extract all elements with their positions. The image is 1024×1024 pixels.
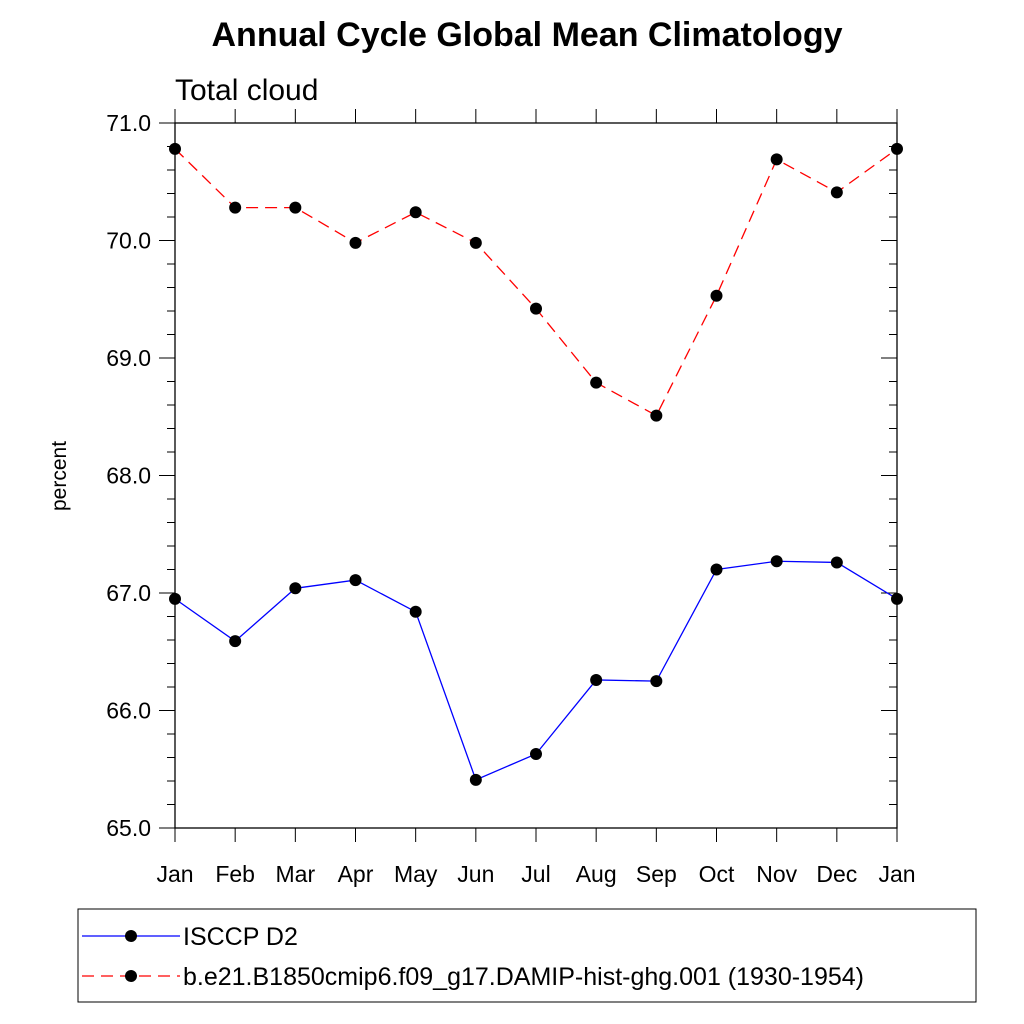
series-1-point: [289, 582, 302, 595]
series-layer: [169, 142, 903, 786]
legend-box: [77, 908, 977, 1003]
series-1-point: [530, 747, 542, 760]
legend-label-2: b.e21.B1850cmip6.f09_g17.DAMIP-hist-ghg.…: [183, 963, 864, 991]
x-tick-label: Aug: [576, 861, 617, 887]
x-axis-ticks: Jan Feb Mar Apr May Jun Jul Aug Sep Oct Nov Dec Jan: [156, 109, 916, 887]
series-2-point: [530, 302, 542, 315]
x-tick-label: Jan: [878, 861, 915, 887]
y-tick-label: 67.0: [106, 580, 151, 606]
series-2-point: [229, 201, 242, 214]
series-line-2: [174, 148, 898, 417]
series-1-point: [710, 563, 723, 576]
series-line-1: [174, 560, 898, 781]
x-tick-label: Dec: [816, 861, 857, 887]
series-2-point: [169, 142, 181, 155]
x-tick-label: Sep: [636, 861, 677, 887]
y-axis-ticks: 65.0 66.0 67.0 68.0 69.0 70.0 71.0: [106, 110, 897, 841]
x-tick-label: Jan: [156, 861, 193, 887]
series-1-point: [830, 556, 843, 569]
series-1-point: [891, 592, 903, 605]
x-tick-label: May: [394, 861, 438, 887]
legend-marker-2: [125, 970, 137, 982]
legend: ISCCP D2 b.e21.B1850cmip6.f09_g17.DAMIP-h…: [82, 923, 864, 991]
y-tick-label: 70.0: [106, 228, 151, 254]
series-2-point: [349, 236, 362, 249]
y-tick-label: 68.0: [106, 463, 151, 489]
y-tick-label: 66.0: [106, 698, 151, 724]
x-tick-label: Oct: [699, 861, 735, 887]
y-tick-label: 65.0: [106, 815, 151, 841]
series-1-point: [770, 555, 783, 568]
legend-marker-1: [125, 930, 137, 942]
legend-label-1: ISCCP D2: [183, 923, 298, 951]
series-2-point: [891, 142, 903, 155]
series-2-point: [409, 206, 422, 219]
chart-subtitle: Total cloud: [175, 74, 318, 107]
series-2-point: [469, 236, 482, 249]
series-2-point: [710, 289, 723, 302]
series-1-point: [409, 605, 422, 618]
x-tick-label: Mar: [276, 861, 316, 887]
y-axis-label: percent: [48, 441, 71, 511]
series-2-point: [650, 409, 663, 422]
x-tick-label: Jul: [521, 861, 550, 887]
chart-title: Annual Cycle Global Mean Climatology: [212, 16, 843, 54]
series-2-point: [770, 153, 783, 166]
x-tick-label: Nov: [756, 861, 797, 887]
y-tick-label: 69.0: [106, 345, 151, 371]
series-1-point: [169, 592, 181, 605]
x-tick-label: Apr: [338, 861, 374, 887]
series-2-point: [289, 201, 302, 214]
x-tick-label: Jun: [457, 861, 494, 887]
series-1-point: [229, 635, 242, 648]
series-1-point: [650, 675, 663, 688]
series-1-point: [469, 773, 482, 786]
series-1-point: [590, 673, 603, 686]
plot-frame: [174, 122, 898, 829]
x-tick-label: Feb: [215, 861, 255, 887]
series-1-point: [349, 574, 362, 587]
series-2-point: [830, 186, 843, 199]
y-tick-label: 71.0: [106, 110, 151, 136]
series-2-point: [590, 376, 603, 389]
